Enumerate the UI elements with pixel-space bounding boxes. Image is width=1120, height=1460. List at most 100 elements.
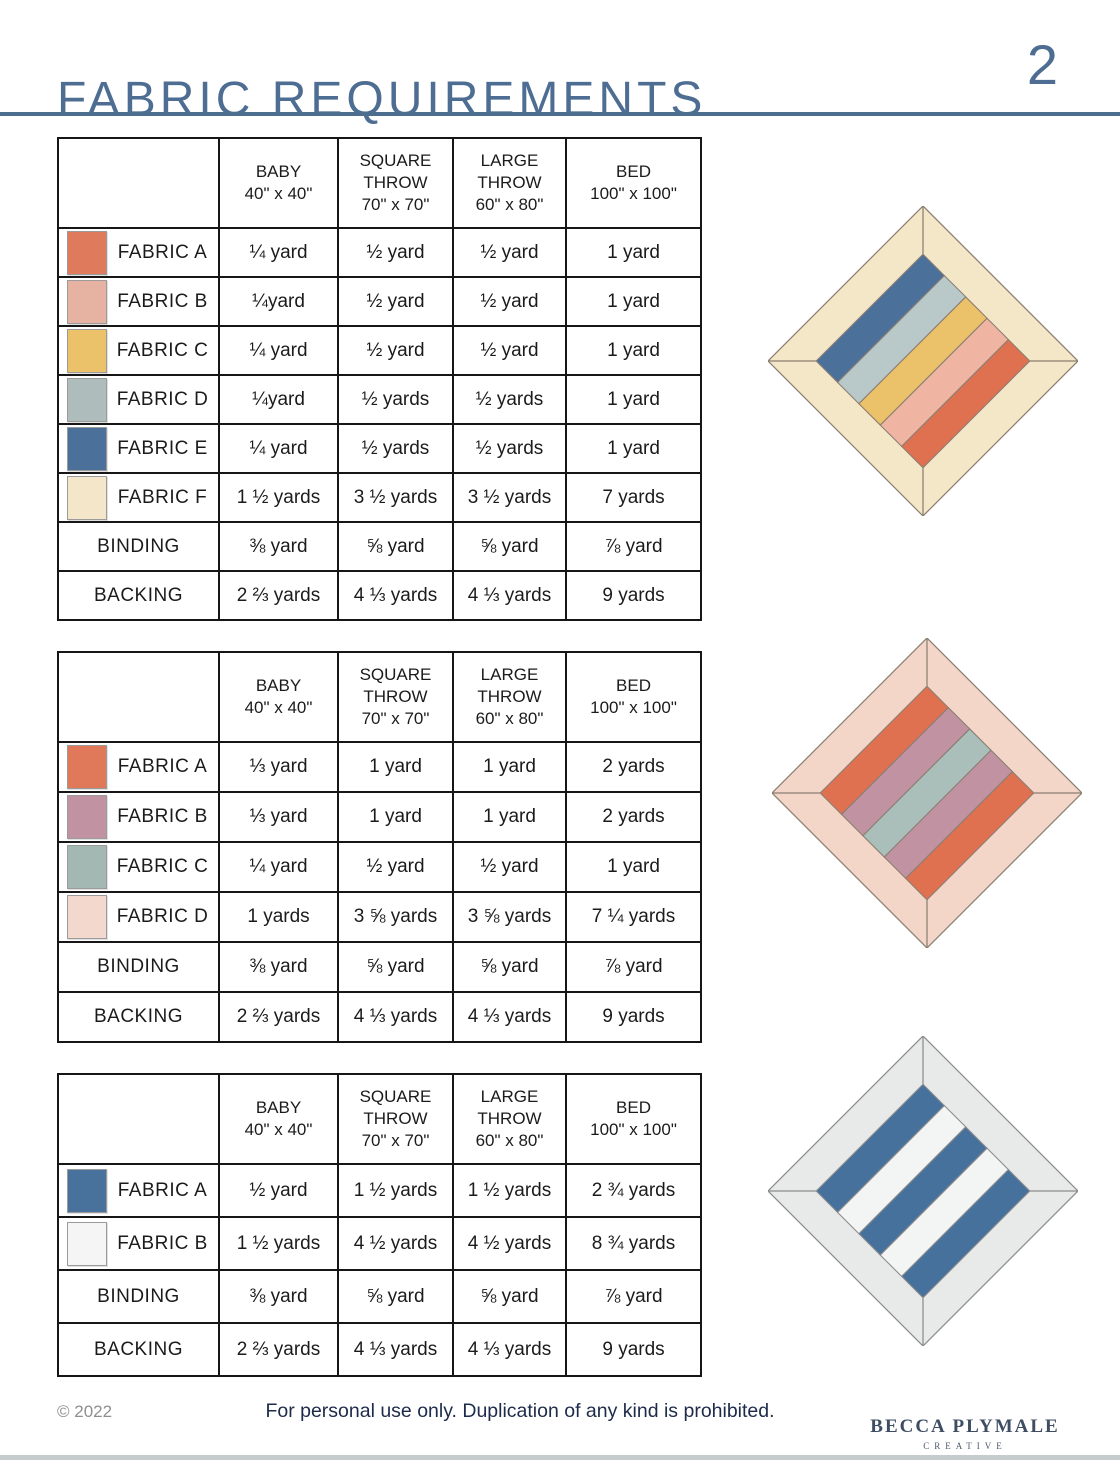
yardage-value: ¼ yard: [218, 227, 339, 278]
yardage-value: ⅝ yard: [452, 1269, 567, 1324]
size-column-header: BABY 40" x 40": [218, 137, 339, 229]
yardage-value: 4 ½ yards: [452, 1216, 567, 1271]
fabric-label-cell: BACKING: [57, 570, 220, 621]
column-name: LARGE THROW: [477, 1086, 542, 1128]
yardage-value: ⅜ yard: [218, 521, 339, 572]
yardage-value: 3 ⅝ yards: [337, 891, 454, 943]
fabric-swatch: [67, 377, 107, 422]
yardage-value: ½ yards: [337, 423, 454, 474]
yardage-value: ¼ yard: [218, 325, 339, 376]
column-size: 60" x 80": [475, 1131, 544, 1151]
column-size: 60" x 80": [475, 195, 544, 215]
yardage-value: 1 yard: [337, 741, 454, 793]
fabric-name: FABRIC D: [116, 906, 209, 927]
yardage-value: ⅝ yard: [337, 521, 454, 572]
fabric-swatch: [67, 328, 107, 373]
fabric-name: FABRIC B: [117, 1232, 208, 1254]
yardage-value: 4 ⅓ yards: [452, 570, 567, 621]
yardage-value: ½ yards: [452, 423, 567, 474]
yardage-value: ¼yard: [218, 374, 339, 425]
miter-seam: [922, 1297, 924, 1346]
yardage-value: ¼ yard: [218, 423, 339, 474]
fabric-name: FABRIC A: [117, 241, 208, 263]
fabric-label-cell: BINDING: [57, 941, 220, 993]
quilt-stripe: [900, 1168, 1031, 1299]
yardage-value: ½ yard: [452, 841, 567, 893]
yardage-value: ¼yard: [218, 276, 339, 327]
yardage-value: ⅓ yard: [218, 791, 339, 843]
yardage-value: 4 ⅓ yards: [337, 1322, 454, 1377]
fabric-label-cell: BACKING: [57, 991, 220, 1043]
fabric-swatch: [67, 845, 107, 889]
fabric-label-cell: FABRIC F: [57, 472, 220, 523]
size-column-header: LARGE THROW 60" x 80": [452, 651, 567, 743]
miter-seam: [1033, 792, 1082, 794]
column-name: BED: [616, 675, 651, 695]
yardage-value: ½ yards: [452, 374, 567, 425]
quilt-diagram-3: [768, 1036, 1078, 1346]
fabric-label-cell: FABRIC C: [57, 841, 220, 893]
fabric-label-cell: FABRIC D: [57, 374, 220, 425]
size-column-header: BED 100" x 100": [565, 651, 702, 743]
yardage-value: ½ yard: [218, 1163, 339, 1218]
size-column-header: SQUARE THROW 70" x 70": [337, 1073, 454, 1165]
fabric-label-cell: BACKING: [57, 1322, 220, 1377]
yardage-value: 1 yard: [565, 325, 702, 376]
column-size: 100" x 100": [590, 1120, 677, 1139]
column-name: BED: [616, 1097, 651, 1117]
size-column-header: LARGE THROW 60" x 80": [452, 1073, 567, 1165]
yardage-value: ¼ yard: [218, 841, 339, 893]
table-row: BINDING ⅜ yard ⅝ yard ⅝ yard ⅞ yard: [57, 1269, 702, 1324]
size-column-header: BABY 40" x 40": [218, 1073, 339, 1165]
fabric-name: BINDING: [97, 1285, 180, 1307]
fabric-name: FABRIC A: [117, 1179, 208, 1201]
fabric-label-cell: FABRIC D: [57, 891, 220, 943]
quilt-illustration: [768, 206, 1078, 516]
miter-seam: [768, 1190, 817, 1192]
fabric-name: BINDING: [97, 535, 180, 557]
quilt-diagram-2: [772, 638, 1082, 948]
quilt-stripe: [900, 338, 1031, 469]
yardage-value: ⅓ yard: [218, 741, 339, 793]
fabric-name: BINDING: [97, 956, 180, 977]
miter-seam: [1029, 1190, 1078, 1192]
yardage-value: 1 ½ yards: [218, 472, 339, 523]
miter-seam: [922, 206, 924, 255]
table-row: BINDING ⅜ yard ⅝ yard ⅝ yard ⅞ yard: [57, 941, 702, 993]
yardage-value: ⅞ yard: [565, 521, 702, 572]
yardage-value: 4 ⅓ yards: [452, 1322, 567, 1377]
yardage-value: 3 ½ yards: [452, 472, 567, 523]
column-size: 60" x 80": [475, 709, 544, 729]
column-name: BED: [616, 161, 651, 181]
page-title: FABRIC REQUIREMENTS: [57, 73, 707, 127]
fabric-swatch: [67, 745, 107, 789]
miter-seam: [926, 899, 928, 948]
yardage-value: 4 ⅓ yards: [337, 991, 454, 1043]
column-name: BABY: [255, 675, 302, 695]
fabric-label-cell: FABRIC B: [57, 791, 220, 843]
column-size: 40" x 40": [244, 698, 313, 717]
yardage-value: ½ yards: [337, 374, 454, 425]
yardage-value: ⅜ yard: [218, 941, 339, 993]
fabric-table-1: BABY 40" x 40" SQUARE THROW 70" x 70" LARGE …: [57, 137, 702, 621]
yardage-value: ½ yard: [452, 325, 567, 376]
fabric-swatch: [67, 426, 107, 471]
yardage-value: 2 yards: [565, 741, 702, 793]
yardage-value: 7 ¼ yards: [565, 891, 702, 943]
fabric-table-2: BABY 40" x 40" SQUARE THROW 70" x 70" LARGE …: [57, 651, 702, 1043]
miter-seam: [768, 360, 817, 362]
yardage-value: ⅝ yard: [337, 941, 454, 993]
size-column-header: BABY 40" x 40": [218, 651, 339, 743]
fabric-swatch: [67, 1221, 107, 1266]
yardage-value: 3 ⅝ yards: [452, 891, 567, 943]
fabric-swatch: [67, 475, 107, 520]
yardage-value: 4 ½ yards: [337, 1216, 454, 1271]
corner-cell: [57, 1073, 220, 1165]
